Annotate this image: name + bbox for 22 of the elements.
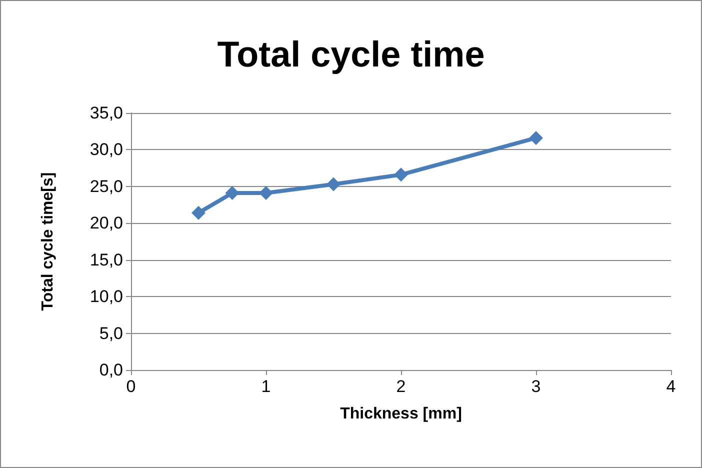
y-tick-label: 5,0 bbox=[99, 324, 123, 343]
point bbox=[529, 130, 543, 145]
y-tick-label: 30,0 bbox=[90, 140, 123, 160]
chart-title: Total cycle time bbox=[217, 34, 485, 74]
x-axis-title: Thickness [mm] bbox=[340, 406, 462, 422]
x-tick-label: 2 bbox=[396, 377, 406, 396]
x-tick-label: 1 bbox=[261, 377, 271, 396]
x-tick-label: 4 bbox=[666, 377, 676, 396]
point bbox=[192, 206, 206, 220]
y-tick-label: 25,0 bbox=[90, 176, 123, 196]
y-tick-label: 15,0 bbox=[90, 250, 123, 270]
y-tick-label: 0,0 bbox=[99, 360, 123, 380]
y-axis-title: Total cycle time[s] bbox=[40, 172, 56, 311]
x-tick-label: 0 bbox=[126, 377, 136, 396]
point bbox=[225, 186, 240, 200]
y-tick-label: 35,0 bbox=[90, 104, 123, 122]
point bbox=[326, 177, 340, 192]
point bbox=[259, 186, 273, 200]
point bbox=[394, 168, 408, 182]
x-tick-label: 3 bbox=[531, 377, 541, 396]
y-tick-label: 20,0 bbox=[90, 214, 123, 233]
y-tick-label: 10,0 bbox=[90, 287, 123, 306]
